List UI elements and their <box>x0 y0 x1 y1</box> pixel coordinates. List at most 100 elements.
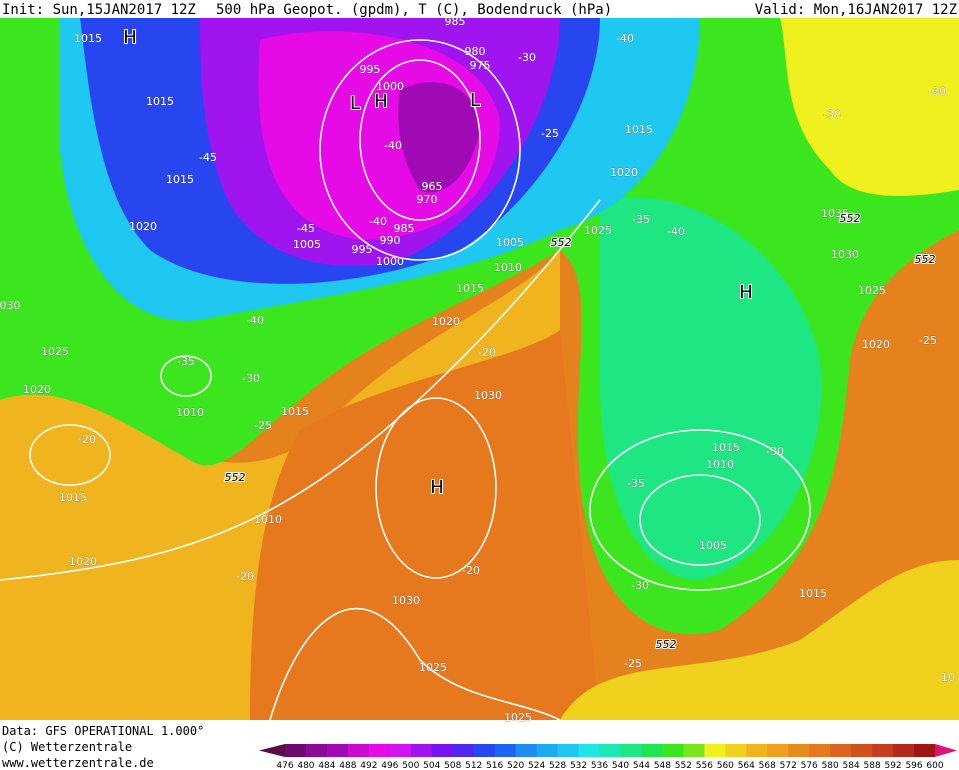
map-label: 552 <box>225 471 246 484</box>
colorbar-label: 592 <box>884 761 901 770</box>
colorbar-label: 556 <box>696 761 713 770</box>
colorbar-label: 512 <box>465 761 482 770</box>
map-label: H <box>430 477 444 498</box>
colorbar-swatch <box>431 744 454 757</box>
map-label: 980 <box>465 45 486 58</box>
colorbar-label: 476 <box>276 761 293 770</box>
colorbar-label: 576 <box>801 761 818 770</box>
colorbar-label: 548 <box>654 761 671 770</box>
colorbar-label: 492 <box>360 761 377 770</box>
colorbar-label: 520 <box>507 761 524 770</box>
map-label: -20 <box>462 564 480 577</box>
map-label: -30 <box>242 372 260 385</box>
colorbar-swatch <box>620 744 642 757</box>
map-label: -40 <box>667 225 685 238</box>
map-label: -25 <box>919 334 937 347</box>
map-label: 1005 <box>699 539 727 552</box>
colorbar-arrow <box>259 744 285 757</box>
map-label: -40 <box>384 139 402 152</box>
colorbar-label: 488 <box>339 761 356 770</box>
map-label: -40 <box>246 314 264 327</box>
map-label: 1010 <box>706 458 734 471</box>
map-label: 1020 <box>610 166 638 179</box>
map-label: -35 <box>632 213 650 226</box>
colorbar-swatch <box>473 744 496 757</box>
map-labels: H 1015 1015 1015 1020 030 1025 1020 -35 -30 1010 -4… <box>0 15 955 724</box>
colorbar-swatch <box>326 744 349 757</box>
map-label: 1030 <box>831 248 859 261</box>
map-label: 1000 <box>376 80 404 93</box>
colorbar-swatch <box>788 744 810 757</box>
map-label: 1015 <box>281 405 309 418</box>
colorbar-label: 584 <box>843 761 860 770</box>
map-label: -20 <box>478 346 496 359</box>
map-label: 1025 <box>858 284 886 297</box>
colorbar-label: 544 <box>633 761 650 770</box>
map-label: 552 <box>840 212 861 225</box>
map-label: -20 <box>236 570 254 583</box>
map-label: -20 <box>78 433 96 446</box>
copyright: (C) Wetterzentrale <box>2 740 132 754</box>
colorbar-swatch <box>578 744 601 757</box>
colorbar-label: 528 <box>549 761 566 770</box>
colorbar-label: 552 <box>675 761 692 770</box>
map-label: H <box>739 282 753 303</box>
map-label: 995 <box>352 243 373 256</box>
map-label: -35 <box>627 477 645 490</box>
data-source: Data: GFS OPERATIONAL 1.000° <box>2 724 204 738</box>
map-label: 1025 <box>419 661 447 674</box>
map-label: -30 <box>518 51 536 64</box>
colorbar-swatch <box>515 744 538 757</box>
map-label: H <box>123 27 137 48</box>
map-label: 1015 <box>59 491 87 504</box>
map-label: 1015 <box>712 441 740 454</box>
map-label: 1010 <box>176 406 204 419</box>
colorbar-swatch <box>872 744 894 757</box>
map-label: 1015 <box>146 95 174 108</box>
colorbar-label: 484 <box>318 761 335 770</box>
colorbar-label: 532 <box>570 761 587 770</box>
map-label: 1015 <box>625 123 653 136</box>
colorbar-swatch <box>410 744 433 757</box>
map-label: 1015 <box>799 587 827 600</box>
colorbar-swatch <box>746 744 768 757</box>
map-label: 1025 <box>504 711 532 724</box>
colorbar-label: 580 <box>822 761 839 770</box>
colorbar-swatch <box>641 744 663 757</box>
colorbar-label: 480 <box>297 761 314 770</box>
map-label: 975 <box>470 59 491 72</box>
map-label: 552 <box>915 253 936 266</box>
map-label: 1010 <box>254 513 282 526</box>
colorbar-label: 524 <box>528 761 545 770</box>
colorbar-label: 536 <box>591 761 608 770</box>
map-label: 990 <box>380 234 401 247</box>
map-label: 552 <box>551 236 572 249</box>
map-label: 1010 <box>494 261 522 274</box>
map-label: 1035 <box>821 207 849 220</box>
map-label: -30 <box>928 85 946 98</box>
colorbar-swatch <box>557 744 580 757</box>
map-label: 1020 <box>432 315 460 328</box>
map-label: -25 <box>254 419 272 432</box>
map-label: -45 <box>297 222 315 235</box>
map-label: 985 <box>445 15 466 28</box>
map-label: -45 <box>199 151 217 164</box>
colorbar-label: 600 <box>926 761 943 770</box>
colorbar-label: 588 <box>864 761 881 770</box>
map-label: -25 <box>541 127 559 140</box>
colorbar-label: 540 <box>612 761 629 770</box>
colorbar-swatch <box>599 744 621 757</box>
colorbar-label: 560 <box>717 761 734 770</box>
map-label: 1005 <box>496 236 524 249</box>
map-label: L <box>350 93 360 114</box>
website: www.wetterzentrale.de <box>2 756 154 770</box>
map-label: 995 <box>360 63 381 76</box>
colorbar-label: 508 <box>444 761 461 770</box>
map-label: 1015 <box>456 282 484 295</box>
colorbar-label: 500 <box>402 761 419 770</box>
colorbar-swatch <box>536 744 559 757</box>
map-label: -40 <box>616 32 634 45</box>
colorbar-label: 596 <box>905 761 922 770</box>
map-label: 1005 <box>293 238 321 251</box>
